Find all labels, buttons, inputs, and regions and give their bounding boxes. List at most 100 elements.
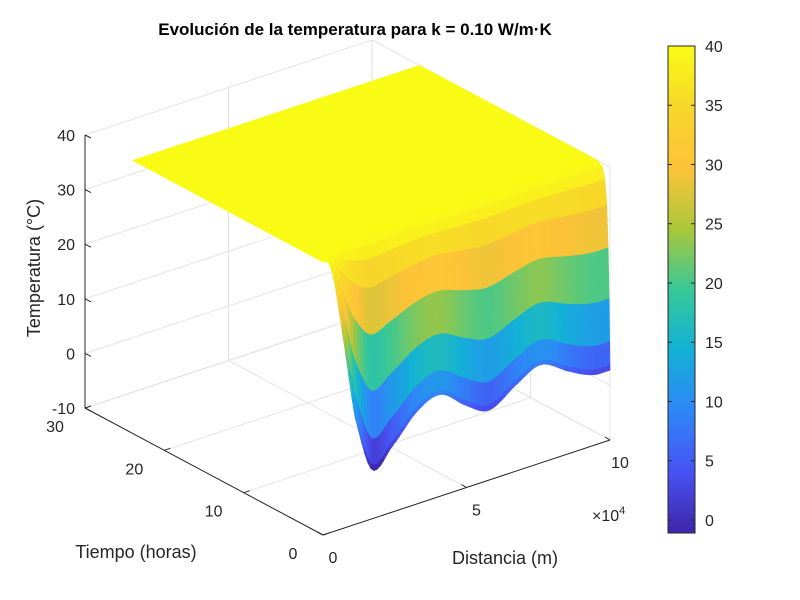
surface-patch (475, 404, 480, 411)
z-tick (84, 352, 92, 357)
z-tick-label: 20 (57, 237, 75, 254)
colorbar-gradient (667, 45, 696, 534)
surface-patch (469, 401, 474, 409)
y-tick (84, 405, 92, 409)
surface-patch (555, 361, 560, 369)
surface-patch (587, 369, 592, 376)
surface-patch (593, 345, 598, 371)
grid-line (228, 360, 467, 488)
x-tick-label: 0 (329, 550, 338, 567)
colorbar-tick-label: 20 (705, 276, 723, 293)
surface-patch (558, 363, 563, 370)
surface-patch (580, 368, 585, 375)
surface-patch (478, 405, 483, 412)
x-tick (604, 436, 611, 441)
y-axis-label: Tiempo (horas) (75, 542, 196, 562)
surface-patch (583, 346, 588, 371)
surface-patch (590, 369, 595, 376)
z-tick (84, 298, 92, 303)
surface-patch (466, 400, 471, 408)
surface-patch (440, 389, 445, 395)
z-tick-label: 30 (57, 183, 75, 200)
surface-patch (606, 364, 611, 372)
surface-patch (549, 359, 553, 366)
surface-patch (584, 369, 589, 376)
surface-patch (472, 380, 477, 406)
surface-patch (475, 381, 480, 407)
x-tick (461, 484, 467, 488)
surface-patch (482, 405, 486, 412)
surface-patch (603, 365, 608, 373)
surface-patch (443, 390, 448, 396)
surface-patch (536, 339, 541, 363)
colorbar-tick-label: 15 (705, 335, 723, 352)
surface-patch (418, 380, 423, 407)
surface-patch (462, 399, 467, 407)
surface-patch (434, 390, 439, 397)
surface-patch (571, 366, 576, 374)
colorbar-tick-label: 25 (705, 217, 723, 234)
colorbar: 0 5 10 15 20 25 30 35 40 (667, 39, 723, 534)
surface-patch (389, 415, 394, 446)
surface-patch (590, 345, 595, 371)
chart-title: Evolución de la temperatura para k = 0.1… (158, 20, 552, 39)
axes-lines (84, 134, 611, 536)
x-tick-label: 5 (472, 503, 481, 520)
surface-patch (542, 359, 547, 365)
surface-patch (526, 345, 531, 371)
y-tick-label: 0 (289, 546, 298, 563)
surface-patch (532, 341, 537, 365)
z-tick (84, 243, 92, 248)
y-tick-label: 10 (205, 504, 223, 521)
y-tick (164, 447, 171, 451)
y-tick (243, 490, 250, 494)
surface-patch (449, 371, 455, 395)
colorbar-tick-label: 10 (705, 394, 723, 411)
surface-patch (421, 378, 426, 403)
z-tick-label: 40 (57, 128, 75, 145)
surface-patch (504, 365, 509, 393)
surface-patch (596, 368, 601, 375)
x-tick (317, 531, 324, 536)
y-tick-label: 30 (46, 419, 64, 436)
z-axis-label: Temperatura (°C) (24, 199, 44, 337)
surface-patch (373, 463, 378, 472)
surface-patch (545, 359, 550, 366)
surface-patch (564, 365, 569, 372)
surface-patch (574, 367, 579, 374)
x-exponent-label: ×104 (592, 505, 625, 525)
x-tick-label: 10 (611, 455, 629, 472)
surface-patch (593, 368, 598, 376)
colorbar-tick-label: 0 (705, 513, 714, 530)
surface-patch (440, 370, 445, 391)
surface-patch (529, 343, 534, 368)
y-tick (322, 532, 330, 536)
colorbar-tick-label: 30 (705, 157, 723, 174)
surface-patch (392, 411, 397, 441)
z-tick-label: -10 (52, 401, 75, 418)
surface-patch (561, 364, 566, 371)
x-axis-label: Distancia (m) (452, 548, 558, 568)
surface-patch (414, 383, 419, 410)
surface-patch (568, 366, 573, 373)
surface-patch (558, 341, 563, 366)
surface-patch (587, 346, 592, 371)
surface-patch (478, 382, 483, 407)
surface-patch (485, 404, 490, 412)
z-tick (84, 189, 92, 194)
surface-patch (500, 368, 506, 397)
surface-patch (443, 370, 448, 392)
surface-patch (472, 402, 477, 410)
grid-line (84, 312, 373, 409)
surface-patch (469, 379, 474, 404)
z-tick (84, 407, 92, 412)
z-tick (84, 134, 92, 139)
surface-patch (561, 342, 566, 367)
surface (131, 65, 611, 472)
colorbar-tick-label: 35 (705, 98, 723, 115)
surface-patch (437, 389, 442, 396)
surface-patch (497, 372, 502, 400)
